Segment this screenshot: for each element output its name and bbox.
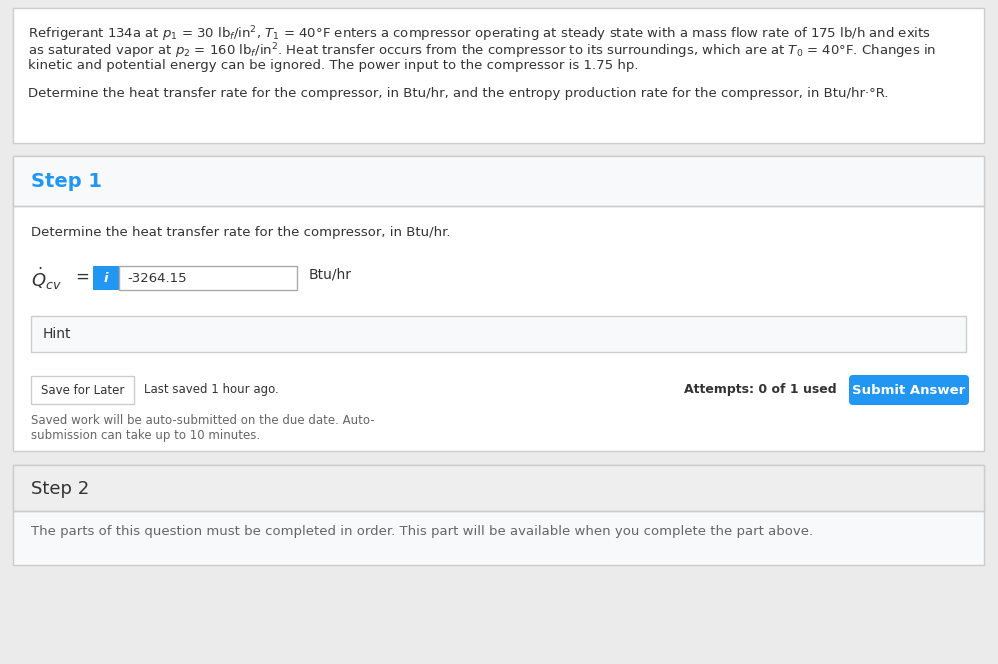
Text: Step 1: Step 1 (31, 172, 102, 191)
FancyBboxPatch shape (119, 266, 297, 290)
Text: Attempts: 0 of 1 used: Attempts: 0 of 1 used (685, 384, 837, 396)
FancyBboxPatch shape (93, 266, 119, 290)
Text: Btu/hr: Btu/hr (309, 268, 352, 282)
Text: kinetic and potential energy can be ignored. The power input to the compressor i: kinetic and potential energy can be igno… (28, 59, 639, 72)
FancyBboxPatch shape (13, 8, 984, 143)
FancyBboxPatch shape (13, 465, 984, 565)
Text: $\dot{Q}_{cv}$: $\dot{Q}_{cv}$ (31, 266, 62, 292)
Text: Determine the heat transfer rate for the compressor, in Btu/hr, and the entropy : Determine the heat transfer rate for the… (28, 87, 888, 100)
FancyBboxPatch shape (849, 375, 969, 405)
Text: -3264.15: -3264.15 (127, 272, 187, 286)
FancyBboxPatch shape (31, 316, 966, 352)
Text: Determine the heat transfer rate for the compressor, in Btu/hr.: Determine the heat transfer rate for the… (31, 226, 450, 239)
Text: submission can take up to 10 minutes.: submission can take up to 10 minutes. (31, 429, 260, 442)
FancyBboxPatch shape (13, 156, 984, 206)
Text: Last saved 1 hour ago.: Last saved 1 hour ago. (144, 384, 278, 396)
Text: =: = (75, 268, 89, 286)
Text: The parts of this question must be completed in order. This part will be availab: The parts of this question must be compl… (31, 525, 813, 538)
Text: Save for Later: Save for Later (41, 384, 124, 396)
Text: Refrigerant 134a at $p_1$ = 30 lb$_f$/in$^2$, $T_1$ = 40°F enters a compressor o: Refrigerant 134a at $p_1$ = 30 lb$_f$/in… (28, 24, 931, 44)
Text: as saturated vapor at $p_2$ = 160 lb$_f$/in$^2$. Heat transfer occurs from the c: as saturated vapor at $p_2$ = 160 lb$_f$… (28, 41, 936, 61)
FancyBboxPatch shape (13, 465, 984, 511)
Text: Hint: Hint (43, 327, 72, 341)
FancyBboxPatch shape (13, 156, 984, 451)
Text: i: i (104, 272, 108, 286)
Text: Step 2: Step 2 (31, 480, 89, 498)
Text: Submit Answer: Submit Answer (852, 384, 966, 398)
FancyBboxPatch shape (31, 376, 134, 404)
Text: Saved work will be auto-submitted on the due date. Auto-: Saved work will be auto-submitted on the… (31, 414, 374, 427)
